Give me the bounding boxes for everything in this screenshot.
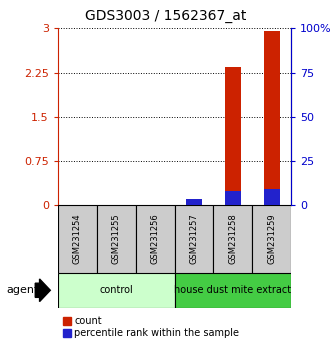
Bar xyxy=(186,199,202,205)
Text: GSM231259: GSM231259 xyxy=(267,213,276,264)
Text: house dust mite extract: house dust mite extract xyxy=(174,285,292,295)
Bar xyxy=(225,67,241,205)
Bar xyxy=(58,205,97,273)
Text: GDS3003 / 1562367_at: GDS3003 / 1562367_at xyxy=(85,9,246,23)
Bar xyxy=(213,205,252,273)
Bar xyxy=(175,205,213,273)
Text: control: control xyxy=(99,285,133,295)
Text: GSM231254: GSM231254 xyxy=(73,213,82,264)
Bar xyxy=(186,201,202,205)
Bar xyxy=(175,273,291,308)
Text: GSM231258: GSM231258 xyxy=(228,213,237,264)
Text: GSM231257: GSM231257 xyxy=(190,213,199,264)
Text: GSM231256: GSM231256 xyxy=(151,213,160,264)
Bar xyxy=(252,205,291,273)
Legend: count, percentile rank within the sample: count, percentile rank within the sample xyxy=(63,316,239,338)
Bar xyxy=(264,188,280,205)
FancyArrow shape xyxy=(35,279,50,302)
Bar xyxy=(136,205,175,273)
Text: GSM231255: GSM231255 xyxy=(112,213,121,264)
Bar xyxy=(264,31,280,205)
Bar xyxy=(58,273,175,308)
Bar xyxy=(97,205,136,273)
Text: agent: agent xyxy=(7,285,39,295)
Bar xyxy=(225,191,241,205)
